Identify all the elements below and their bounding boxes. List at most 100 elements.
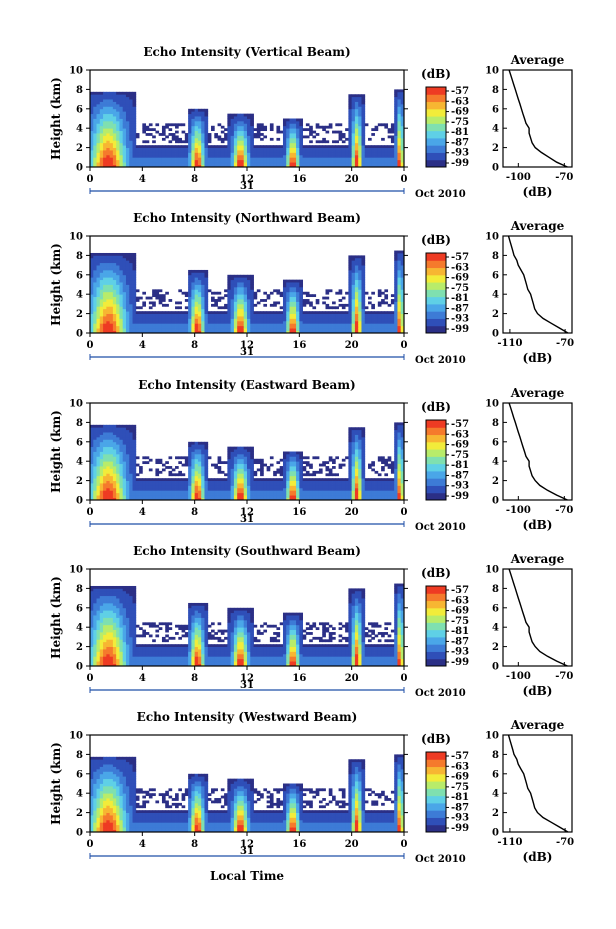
heatmap-cell [233, 301, 238, 305]
heatmap-cell [99, 328, 104, 331]
heatmap-cell [256, 123, 261, 127]
heatmap-cell [305, 291, 310, 295]
heatmap-cell [260, 328, 264, 331]
heatmap-cell [250, 145, 254, 148]
heatmap-cell [276, 128, 281, 132]
heatmap-cell [328, 162, 333, 165]
heatmap-cell [397, 325, 402, 329]
heatmap-cell [99, 106, 104, 110]
heatmap-cell [253, 470, 258, 474]
heatmap-cell [387, 164, 392, 168]
heatmap-cell [273, 483, 277, 486]
heatmap-cell [217, 458, 222, 462]
heatmap-cell [90, 116, 94, 119]
heatmap-cell [296, 162, 300, 165]
heatmap-cell [119, 108, 124, 112]
heatmap-cell [181, 291, 186, 295]
heatmap-cell [387, 147, 392, 151]
heatmap-cell [194, 147, 199, 151]
heatmap-cell [358, 96, 362, 100]
heatmap-cell [292, 311, 297, 314]
heatmap-cell [279, 162, 284, 165]
heatmap-cell [197, 111, 202, 115]
heatmap-cell [112, 429, 117, 433]
heatmap-cell [351, 318, 356, 322]
heatmap-cell [122, 480, 127, 484]
heatmap-cell [345, 311, 349, 314]
heatmap-cell [354, 282, 359, 285]
heatmap-cell [125, 286, 130, 290]
heatmap-cell [286, 497, 290, 501]
heatmap-cell [276, 483, 281, 486]
heatmap-cell [309, 294, 313, 298]
heatmap-cell [273, 323, 277, 327]
y-axis-label: Height (km) [49, 77, 63, 160]
heatmap-cell [361, 159, 366, 163]
heatmap-cell [220, 306, 225, 310]
heatmap-cell [348, 162, 353, 165]
heatmap-cell [282, 475, 287, 479]
heatmap-cell [99, 130, 104, 134]
heatmap-cell [93, 157, 97, 161]
heatmap-cell [135, 316, 140, 319]
heatmap-cell [181, 164, 186, 168]
heatmap-cell [119, 444, 124, 448]
heatmap-cell [197, 123, 202, 127]
heatmap-cell [292, 150, 297, 153]
heatmap-cell [250, 154, 254, 158]
heatmap-cell [263, 303, 268, 307]
heatmap-cell [161, 299, 166, 302]
heatmap-cell [400, 284, 405, 288]
heatmap-cell [282, 473, 287, 477]
heatmap-cell [103, 267, 107, 271]
heatmap-cell [269, 164, 274, 168]
heatmap-cell [139, 470, 143, 474]
heatmap-cell [240, 453, 245, 457]
heatmap-cell [93, 296, 97, 300]
heatmap-cell [289, 140, 294, 144]
heatmap-cell [227, 458, 232, 462]
heatmap-cell [361, 289, 366, 293]
heatmap-cell [230, 159, 235, 163]
heatmap-cell [312, 152, 317, 156]
heatmap-cell [256, 328, 261, 331]
heatmap-cell [282, 147, 287, 151]
heatmap-cell [168, 159, 173, 163]
heatmap-cell [116, 164, 120, 168]
heatmap-cell [243, 446, 248, 450]
heatmap-cell [103, 492, 107, 496]
heatmap-cell [184, 316, 189, 319]
heatmap-cell [233, 318, 238, 322]
heatmap-cell [322, 323, 326, 327]
heatmap-cell [394, 113, 398, 117]
heatmap-cell [207, 157, 212, 161]
heatmap-cell [279, 147, 284, 151]
heatmap-cell [125, 130, 130, 134]
heatmap-cell [230, 286, 235, 290]
heatmap-cell [139, 150, 143, 153]
heatmap-cell [135, 164, 140, 168]
heatmap-cell [400, 299, 405, 302]
heatmap-cell [348, 291, 353, 295]
heatmap-cell [315, 330, 320, 334]
heatmap-cell [122, 311, 127, 314]
heatmap-cell [371, 128, 375, 132]
heatmap-cell [142, 316, 147, 319]
heatmap-cell [109, 485, 114, 489]
heatmap-cell [354, 152, 359, 156]
heatmap-cell [90, 91, 94, 95]
heatmap-cell [276, 157, 281, 161]
heatmap-cell [112, 267, 117, 271]
heatmap-cell [296, 497, 300, 501]
heatmap-cell [220, 487, 225, 491]
heatmap-cell [112, 277, 117, 281]
heatmap-cell [119, 99, 124, 102]
heatmap-cell [247, 286, 251, 290]
heatmap-cell [341, 328, 346, 331]
heatmap-cell [237, 473, 241, 477]
heatmap-cell [93, 441, 97, 445]
heatmap-cell [256, 323, 261, 327]
heatmap-cell [286, 120, 290, 124]
heatmap-cell [394, 128, 398, 132]
heatmap-cell [305, 159, 310, 163]
